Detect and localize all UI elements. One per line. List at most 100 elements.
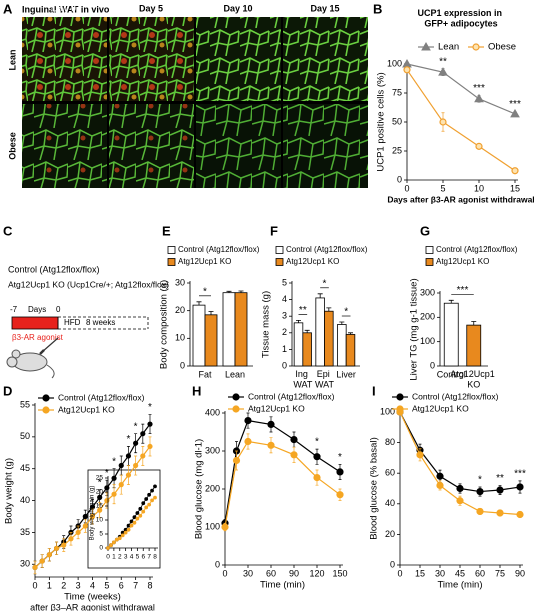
marker — [135, 516, 140, 521]
marker — [120, 533, 125, 538]
x-tick-label: Control — [437, 369, 466, 379]
y-tick-label: 35 — [20, 527, 30, 537]
x-tick-label: 120 — [309, 568, 324, 578]
x-tick-label: 10 — [474, 183, 484, 193]
y-tick-label: 40 — [20, 495, 30, 505]
y-axis-label: Blood glucose (% basal) — [369, 437, 380, 539]
y-axis-label: Liver TG (mg g-1 tissue) — [409, 278, 420, 380]
marker — [516, 510, 524, 519]
bar — [315, 297, 325, 367]
series-line — [224, 440, 341, 528]
panel-label: G — [420, 223, 430, 238]
y-tick-label: 0 — [397, 174, 402, 184]
marker — [476, 507, 484, 516]
hfd-period — [58, 316, 149, 330]
panel-label: E — [162, 223, 171, 238]
marker — [147, 492, 152, 497]
x-axis-label: Time (weeks) — [64, 592, 121, 603]
bar — [204, 314, 218, 367]
marker — [75, 529, 81, 536]
error-bar — [448, 299, 454, 304]
x-tick-label: 4 — [130, 554, 134, 561]
x-tick-label: 15 — [415, 568, 425, 578]
micrograph — [109, 17, 194, 101]
x-tick-label: 0 — [397, 568, 402, 578]
marker — [141, 501, 146, 506]
marker — [153, 495, 157, 500]
y-tick-label: 100 — [380, 406, 395, 416]
inset-frame — [87, 469, 161, 569]
y-axis-label: Blood glucose (mg dl-1) — [194, 439, 205, 539]
x-tick-label: 1 — [112, 554, 116, 561]
marker — [118, 482, 124, 488]
x-tick-label: 60 — [475, 568, 485, 578]
marker — [144, 497, 149, 501]
marker — [511, 167, 519, 175]
x-tick-label: Epi WAT — [315, 369, 334, 389]
panel-label: A — [3, 1, 13, 16]
series-line — [224, 419, 341, 524]
error-bar — [339, 321, 345, 325]
bar — [337, 324, 347, 367]
significance: * — [323, 278, 327, 289]
panel-label: D — [3, 383, 12, 398]
x-axis-label: Days after β3-AR agonist withdrawal — [387, 194, 534, 204]
marker — [106, 546, 110, 550]
significance: ** — [299, 305, 307, 316]
marker — [456, 484, 464, 493]
y-tick-label: 3 — [282, 311, 287, 321]
marker — [42, 406, 50, 414]
bar — [324, 310, 334, 367]
marker — [129, 519, 134, 524]
y-tick-label: 55 — [20, 399, 30, 409]
y-tick-label: 60 — [385, 468, 395, 478]
marker — [510, 108, 520, 118]
x-tick-label: 0 — [32, 580, 37, 590]
x-axis-label: Time (min) — [260, 580, 305, 591]
y-tick-label: 20 — [96, 489, 104, 496]
x-tick-label: Lean — [225, 369, 245, 379]
marker — [436, 481, 444, 490]
marker — [496, 486, 504, 494]
micrograph — [283, 104, 368, 188]
y-tick-label: 10 — [96, 517, 104, 524]
significance: * — [338, 452, 342, 463]
significance: *** — [509, 99, 521, 110]
x-tick-label: 1 — [47, 580, 52, 590]
x-tick-label: 5 — [104, 580, 109, 590]
marker — [97, 494, 103, 500]
legend-swatch — [275, 258, 284, 266]
row-label: Lean — [7, 49, 17, 70]
micrograph — [196, 17, 281, 101]
marker — [147, 443, 153, 450]
timeline-label: -7 — [10, 305, 18, 314]
series-line — [406, 69, 516, 172]
column-label: Day 0 — [52, 3, 76, 13]
y-tick-label: 1 — [282, 344, 287, 354]
y-axis-label: Body weight gain (g) — [90, 486, 96, 541]
panel-label: F — [270, 223, 278, 238]
significance: * — [112, 456, 116, 467]
error-bar — [226, 290, 232, 293]
genotype-line: Control (Atg12flox/flox) — [8, 264, 100, 274]
legend-swatch — [167, 258, 176, 266]
legend-label: Obese — [488, 42, 516, 53]
x-tick-label: 45 — [455, 568, 465, 578]
x-tick-label: 0 — [106, 554, 110, 561]
marker — [114, 537, 119, 542]
x-tick-label: 6 — [119, 580, 124, 590]
marker — [456, 497, 464, 505]
legend-label: Control (Atg12flox/flox) — [412, 391, 499, 401]
error-bar — [348, 332, 353, 335]
legend-label: Control (Atg12flox/flox) — [58, 392, 145, 402]
marker — [132, 520, 137, 525]
x-tick-label: 75 — [495, 568, 505, 578]
x-tick-label: Liver — [336, 369, 356, 379]
error-bar — [317, 293, 323, 298]
marker — [132, 515, 137, 520]
marker — [133, 462, 139, 469]
marker — [232, 405, 240, 413]
x-tick-label: 8 — [147, 580, 152, 590]
bar — [222, 292, 236, 367]
marker — [135, 511, 140, 515]
